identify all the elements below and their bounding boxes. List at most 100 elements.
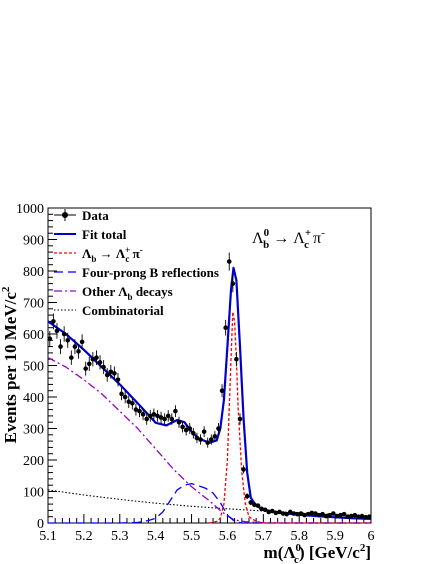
data-point — [348, 513, 354, 519]
data-marker — [119, 391, 124, 397]
data-marker — [65, 338, 71, 343]
data-marker — [352, 512, 358, 518]
data-marker — [183, 427, 189, 433]
data-marker — [169, 416, 175, 422]
data-point — [273, 510, 279, 516]
x-tick-label: 5.1 — [39, 529, 57, 544]
data-point — [191, 427, 196, 439]
legend-label: Combinatorial — [82, 303, 164, 318]
data-marker — [83, 366, 88, 371]
data-marker — [334, 513, 340, 519]
data-point — [137, 405, 142, 418]
data-marker — [230, 281, 236, 286]
data-point — [155, 410, 160, 422]
data-point — [162, 413, 167, 425]
data-marker — [313, 511, 318, 516]
data-marker — [316, 512, 322, 518]
data-marker — [273, 510, 279, 516]
data-marker — [130, 401, 135, 406]
data-marker — [366, 514, 372, 519]
data-point — [255, 503, 261, 509]
x-tick-label: 5.8 — [290, 529, 308, 544]
data-marker — [248, 500, 254, 505]
data-point — [305, 511, 311, 517]
data-marker — [226, 259, 232, 264]
data-point — [58, 339, 63, 355]
data-marker — [208, 437, 214, 442]
y-tick-label: 900 — [23, 234, 44, 249]
data-point — [173, 405, 178, 418]
data-point — [334, 513, 340, 519]
data-marker — [356, 514, 361, 519]
data-point — [287, 509, 293, 515]
data-point — [309, 510, 315, 516]
data-point — [90, 352, 96, 367]
data-point — [230, 274, 236, 293]
data-point — [356, 514, 361, 519]
data-marker — [270, 508, 275, 514]
data-point — [338, 512, 343, 518]
x-tick-label: 5.4 — [147, 529, 165, 544]
data-marker — [158, 415, 164, 420]
y-tick-label: 0 — [37, 517, 44, 532]
data-marker — [216, 426, 221, 431]
data-marker — [108, 369, 114, 375]
legend-label: Four-prong B reflections — [82, 265, 219, 280]
data-point — [208, 434, 214, 445]
data-point — [270, 508, 275, 514]
legend-swatch-marker — [62, 212, 68, 218]
legend-label: Data — [82, 208, 109, 223]
data-point — [234, 352, 239, 367]
data-point — [147, 410, 153, 422]
data-point — [97, 355, 103, 370]
data-marker — [320, 511, 325, 517]
data-marker — [115, 377, 121, 382]
data-marker — [331, 511, 336, 516]
data-point — [65, 332, 71, 348]
data-point — [151, 408, 157, 421]
data-marker — [151, 412, 157, 417]
data-point — [176, 416, 182, 428]
data-point — [248, 499, 254, 506]
data-marker — [79, 339, 85, 345]
data-marker — [338, 512, 343, 518]
data-marker — [47, 336, 53, 342]
data-marker — [51, 319, 56, 324]
legend-entry-signal: Λb → Λ+ c π- — [54, 245, 143, 264]
data-point — [266, 509, 272, 515]
y-tick-label: 1000 — [16, 202, 44, 217]
data-marker — [348, 513, 354, 519]
legend-entry-data: Data — [54, 208, 109, 223]
data-marker — [201, 429, 207, 434]
data-marker — [58, 344, 63, 349]
data-marker — [237, 416, 243, 422]
legend-entry-fourprong: Four-prong B reflections — [54, 265, 219, 280]
data-marker — [94, 355, 99, 360]
data-point — [291, 511, 297, 516]
x-tick-label: 5.2 — [75, 529, 93, 544]
data-point — [86, 356, 92, 372]
data-marker — [255, 503, 261, 508]
data-marker — [155, 413, 160, 419]
data-point — [83, 361, 88, 376]
data-point — [165, 410, 171, 422]
data-marker — [345, 514, 350, 519]
data-point — [352, 512, 358, 518]
data-marker — [298, 511, 304, 516]
data-marker — [191, 430, 196, 436]
y-tick-label: 800 — [23, 265, 44, 280]
data-point — [323, 513, 329, 519]
data-marker — [323, 513, 329, 519]
data-marker — [176, 419, 182, 425]
data-point — [223, 319, 228, 336]
data-point — [302, 512, 307, 518]
data-point — [205, 437, 211, 448]
data-marker — [262, 507, 268, 513]
data-marker — [295, 511, 300, 517]
data-marker — [144, 416, 149, 422]
data-point — [47, 331, 53, 347]
data-marker — [72, 344, 78, 349]
data-point — [241, 465, 246, 474]
y-tick-label: 700 — [23, 297, 44, 312]
y-tick-label: 600 — [23, 328, 44, 343]
